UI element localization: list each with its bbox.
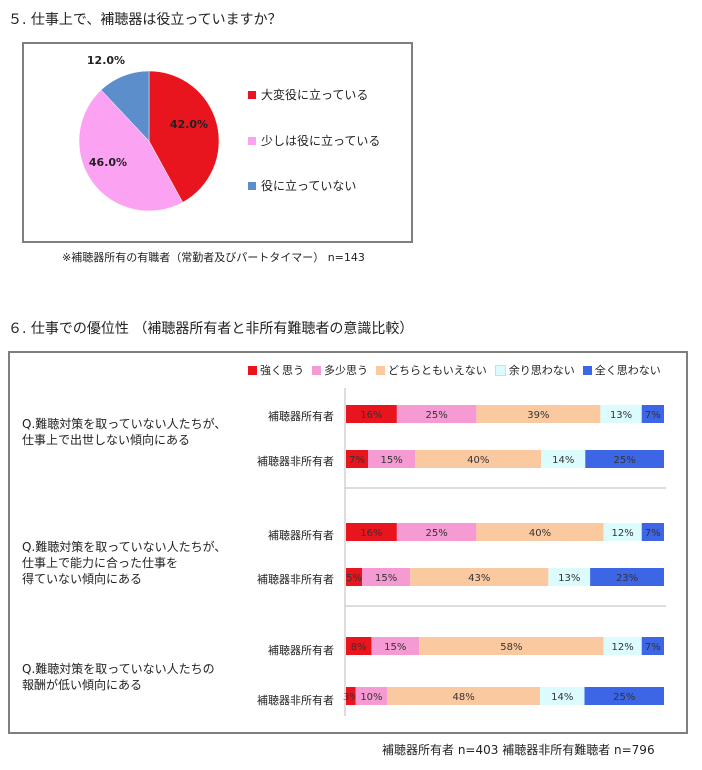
bar-legend-item-3: どちらともいえない (376, 362, 487, 378)
bar-legend-label-4: 余り思わない (508, 364, 575, 377)
section5-heading: ５. 仕事上で、補聴器は役立っていますか？ (8, 12, 282, 28)
bar-legend-swatch-2 (312, 365, 321, 375)
bar-legend-swatch-5 (582, 365, 592, 375)
bar-legend-label-2: 多少思う (324, 364, 368, 377)
legend-swatch-2 (248, 136, 256, 145)
legend-label-3: 役に立っていない (261, 179, 357, 193)
row-label-3-1: 補聴器所有者 (268, 644, 334, 657)
legend-swatch-1 (248, 90, 256, 99)
bar-legend-label-3: どちらともいえない (388, 364, 487, 377)
legend-label-2: 少しは役に立っている (261, 134, 381, 148)
bar-legend-swatch-4 (494, 364, 506, 376)
legend-item-2: 少しは役に立っている (248, 132, 380, 149)
question-3: Q.難聴対策を取っていない人たちの 報酬が低い傾向にある (22, 662, 215, 692)
legend-item-3: 役に立っていない (248, 177, 356, 194)
bar-legend-label-1: 強く思う (260, 364, 304, 377)
row-label-2-2: 補聴器非所有者 (257, 573, 334, 586)
section6-heading: ６. 仕事での優位性 （補聴器所有者と非所有難聴者の意識比較） (8, 321, 414, 337)
legend-swatch-3 (248, 181, 256, 190)
question-1: Q.難聴対策を取っていない人たちが、 仕事上で出世しない傾向にある (22, 417, 227, 447)
bar-legend-swatch-3 (376, 365, 385, 375)
row-label-2-1: 補聴器所有者 (268, 529, 334, 542)
section5-note: ※補聴器所有の有職者（常勤者及びパートタイマー） n=143 (62, 251, 365, 264)
row-label-1-1: 補聴器所有者 (268, 410, 334, 423)
bar-legend-item-5: 全く思わない (582, 362, 661, 378)
row-label-3-2: 補聴器非所有者 (257, 694, 334, 707)
bar-legend-label-5: 全く思わない (594, 364, 661, 377)
legend-label-1: 大変役に立っている (261, 88, 369, 102)
section6-footer: 補聴器所有者 n=403 補聴器非所有難聴者 n=796 (382, 743, 655, 757)
bar-legend-item-2: 多少思う (312, 362, 368, 378)
row-label-1-2: 補聴器非所有者 (257, 455, 334, 468)
bar-legend-item-4: 余り思わない (494, 362, 575, 378)
legend-item-1: 大変役に立っている (248, 86, 368, 103)
bar-legend: 強く思う 多少思う どちらともいえない 余り思わない 全く思わない (248, 362, 669, 378)
bar-legend-swatch-1 (248, 365, 257, 375)
question-2: Q.難聴対策を取っていない人たちが、 仕事上で能力に合った仕事を 得ていない傾向… (22, 540, 227, 586)
bar-legend-item-1: 強く思う (248, 362, 304, 378)
